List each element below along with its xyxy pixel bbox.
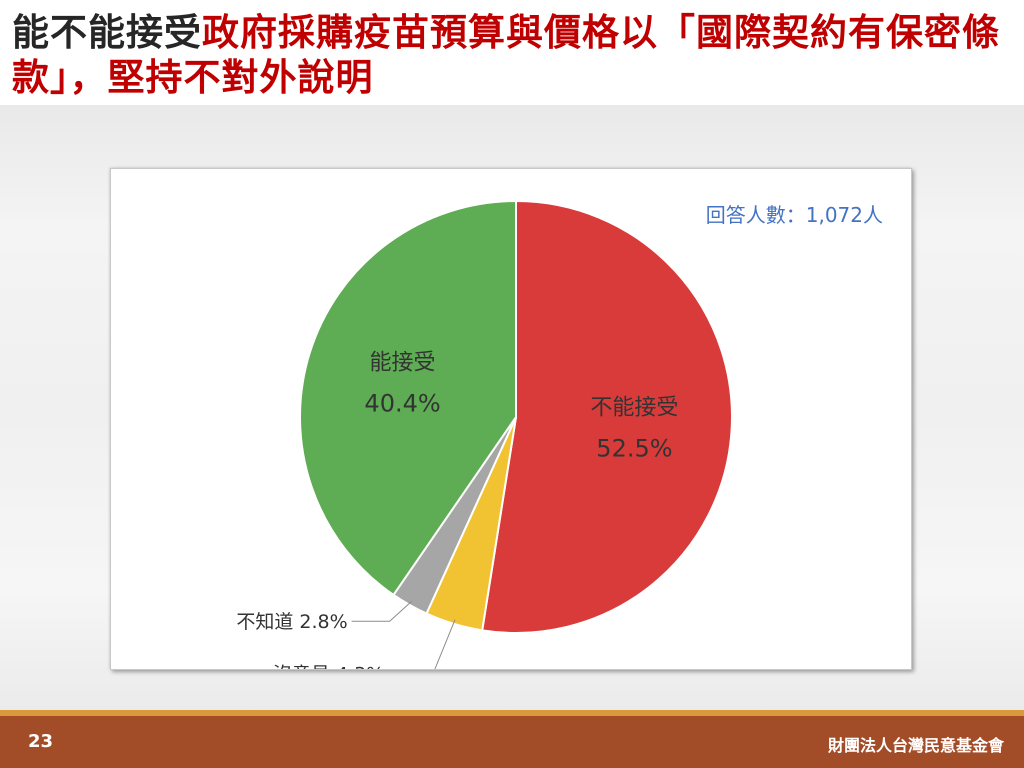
footer-accent-line [0, 710, 1024, 716]
slice-callout-no-opinion: 沒意見 4.3% [273, 664, 384, 669]
leader-line-no-opinion [434, 619, 456, 669]
leader-line-dont-know [351, 600, 413, 622]
pie-slice-can-accept [299, 199, 517, 597]
slice-value-can-accept: 40.4% [364, 390, 440, 418]
organization-name: 財團法人台灣民意基金會 [827, 736, 1004, 755]
slice-value-cannot-accept: 52.5% [596, 434, 672, 462]
pie-chart: 不能接受 52.5% 沒意見 4.3% 不知道 2.8% 能接受 40.4% [236, 199, 733, 669]
pie-slice-cannot-accept [481, 199, 733, 634]
title-question-part: 能不能接受 [12, 11, 202, 54]
page-number: 23 [28, 731, 54, 752]
respondents-count: 回答人數：1,072人 [705, 203, 883, 227]
pie-chart-panel: 不能接受 52.5% 沒意見 4.3% 不知道 2.8% 能接受 40.4% 回答人數：1… [110, 168, 912, 670]
title-topic-part: 政府採購疫苗預算與價格以「國際契約有保密條款」，堅持不對外說明 [12, 11, 1000, 99]
footer-bar: 23 財團法人台灣民意基金會 [0, 716, 1024, 768]
slice-label-cannot-accept: 不能接受 [590, 395, 678, 420]
slice-callout-dont-know: 不知道 2.8% [236, 611, 347, 633]
slice-label-can-accept: 能接受 [370, 351, 436, 376]
slide-title: 能不能接受政府採購疫苗預算與價格以「國際契約有保密條款」，堅持不對外說明 [12, 10, 1012, 100]
